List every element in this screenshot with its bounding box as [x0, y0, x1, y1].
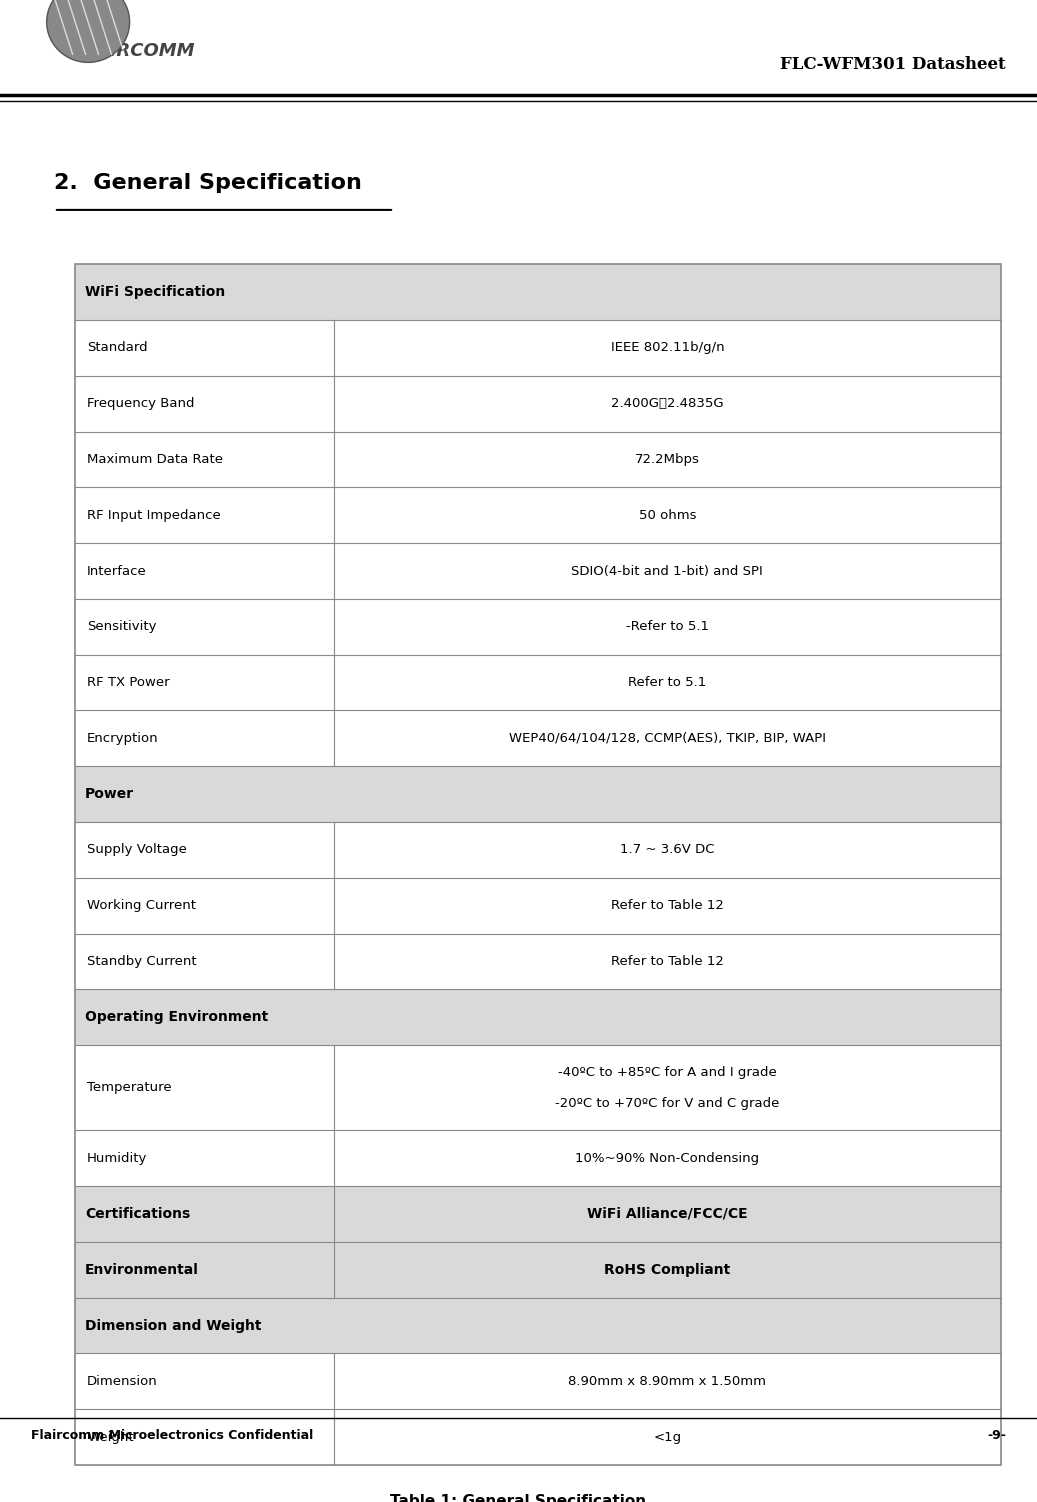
Text: Flaircomm Microelectronics Confidential: Flaircomm Microelectronics Confidential — [31, 1428, 313, 1442]
Text: Maximum Data Rate: Maximum Data Rate — [87, 454, 223, 466]
Bar — [75, 1131, 1001, 1187]
Bar — [75, 877, 1001, 934]
Text: RF TX Power: RF TX Power — [87, 676, 170, 689]
Text: Standard: Standard — [87, 341, 147, 354]
Bar — [75, 376, 1001, 431]
Text: Standby Current: Standby Current — [87, 955, 197, 967]
Text: Dimension: Dimension — [87, 1374, 158, 1388]
Text: Sensitivity: Sensitivity — [87, 620, 157, 634]
Bar — [75, 264, 1001, 320]
Bar — [75, 1353, 1001, 1409]
Bar — [75, 1409, 1001, 1464]
Text: IEEE 802.11b/g/n: IEEE 802.11b/g/n — [611, 341, 724, 354]
Text: FLAIRCOMM: FLAIRCOMM — [73, 42, 195, 60]
Bar — [75, 822, 1001, 877]
Bar — [75, 544, 1001, 599]
Text: WiFi Alliance/FCC/CE: WiFi Alliance/FCC/CE — [587, 1208, 748, 1221]
Text: 1.7 ~ 3.6V DC: 1.7 ~ 3.6V DC — [620, 844, 714, 856]
Bar — [75, 766, 1001, 822]
Text: Working Current: Working Current — [87, 900, 196, 912]
Text: Encryption: Encryption — [87, 731, 159, 745]
Text: RoHS Compliant: RoHS Compliant — [605, 1263, 730, 1277]
Text: 10%~90% Non-Condensing: 10%~90% Non-Condensing — [576, 1152, 759, 1164]
Text: <1g: <1g — [653, 1430, 681, 1443]
Text: Operating Environment: Operating Environment — [85, 1011, 269, 1024]
Text: 2.400G～2.4835G: 2.400G～2.4835G — [611, 397, 724, 410]
Bar — [75, 487, 1001, 544]
Bar — [75, 599, 1001, 655]
Text: -20ºC to +70ºC for V and C grade: -20ºC to +70ºC for V and C grade — [555, 1096, 780, 1110]
Bar — [75, 1187, 1001, 1242]
Bar — [75, 934, 1001, 990]
Text: Environmental: Environmental — [85, 1263, 199, 1277]
Text: Supply Voltage: Supply Voltage — [87, 844, 187, 856]
Text: Power: Power — [85, 787, 134, 801]
Bar — [75, 1242, 1001, 1298]
Bar — [75, 1298, 1001, 1353]
Bar — [75, 1045, 1001, 1131]
Text: WiFi Specification: WiFi Specification — [85, 285, 225, 299]
Text: Dimension and Weight: Dimension and Weight — [85, 1319, 261, 1332]
Text: Temperature: Temperature — [87, 1081, 172, 1095]
Text: Frequency Band: Frequency Band — [87, 397, 195, 410]
Bar — [75, 431, 1001, 487]
Text: FLC-WFM301 Datasheet: FLC-WFM301 Datasheet — [780, 56, 1006, 74]
Text: Refer to Table 12: Refer to Table 12 — [611, 900, 724, 912]
Text: 2.  General Specification: 2. General Specification — [54, 174, 362, 194]
Bar — [75, 710, 1001, 766]
Text: -40ºC to +85ºC for A and I grade: -40ºC to +85ºC for A and I grade — [558, 1066, 777, 1078]
Text: -Refer to 5.1: -Refer to 5.1 — [626, 620, 709, 634]
Text: Interface: Interface — [87, 565, 147, 577]
Text: Humidity: Humidity — [87, 1152, 147, 1164]
Text: 8.90mm x 8.90mm x 1.50mm: 8.90mm x 8.90mm x 1.50mm — [568, 1374, 766, 1388]
Bar — [75, 990, 1001, 1045]
Text: RF Input Impedance: RF Input Impedance — [87, 509, 221, 521]
Bar — [75, 320, 1001, 376]
Text: Refer to Table 12: Refer to Table 12 — [611, 955, 724, 967]
Text: 50 ohms: 50 ohms — [639, 509, 696, 521]
Text: SDIO(4-bit and 1-bit) and SPI: SDIO(4-bit and 1-bit) and SPI — [571, 565, 763, 577]
Text: 72.2Mbps: 72.2Mbps — [635, 454, 700, 466]
Text: WEP40/64/104/128, CCMP(AES), TKIP, BIP, WAPI: WEP40/64/104/128, CCMP(AES), TKIP, BIP, … — [509, 731, 825, 745]
Text: Weight: Weight — [87, 1430, 134, 1443]
Text: -9-: -9- — [987, 1428, 1006, 1442]
Text: Certifications: Certifications — [85, 1208, 190, 1221]
Text: Table 1: General Specification: Table 1: General Specification — [391, 1494, 646, 1502]
Ellipse shape — [47, 0, 130, 63]
Bar — [75, 655, 1001, 710]
Bar — [75, 264, 1001, 1464]
Text: Refer to 5.1: Refer to 5.1 — [628, 676, 706, 689]
